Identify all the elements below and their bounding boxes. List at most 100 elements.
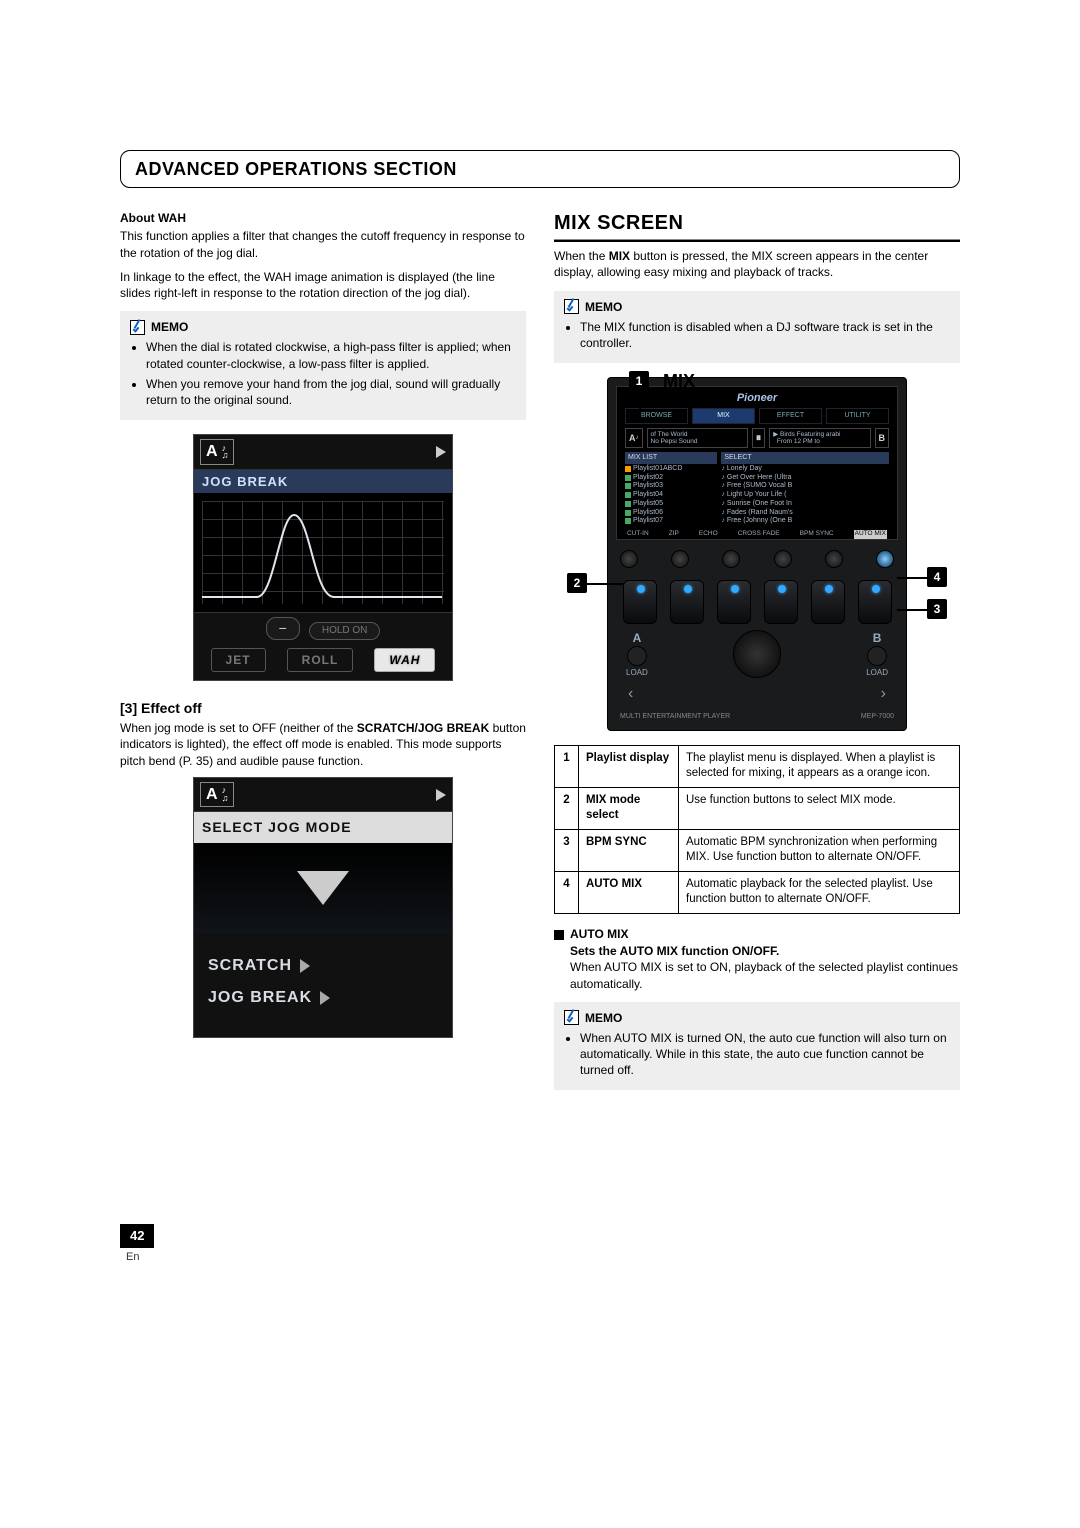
deck-letter: A <box>206 784 218 806</box>
table-row: 4 AUTO MIX Automatic playback for the se… <box>555 871 960 913</box>
table-row: 2 MIX mode select Use function buttons t… <box>555 787 960 829</box>
down-arrow-icon <box>297 871 349 905</box>
hold-on-row: − HOLD ON <box>194 613 452 644</box>
knob-row <box>608 574 906 626</box>
chevron-left-icon: ‹ <box>628 683 633 705</box>
scratch-label: SCRATCH <box>208 955 292 977</box>
knob <box>764 580 798 624</box>
callout-1: 1 <box>629 371 649 391</box>
fx-label: CROSS FADE <box>738 530 780 539</box>
wah-graph <box>194 493 452 613</box>
fx-label: BPM SYNC <box>800 530 834 539</box>
select-header: SELECT <box>721 452 889 463</box>
fx-button <box>825 550 843 568</box>
cell-key: BPM SYNC <box>579 829 679 871</box>
play-icon <box>436 446 446 458</box>
memo1-item: When you remove your hand from the jog d… <box>146 376 516 408</box>
knob <box>670 580 704 624</box>
cell-val: Use function buttons to select MIX mode. <box>679 787 960 829</box>
load-row: A LOAD B LOAD <box>608 626 906 683</box>
load-a: A LOAD <box>626 630 648 679</box>
memo-box-3: MEMO When AUTO MIX is turned ON, the aut… <box>554 1002 960 1091</box>
jog-break-mode-line: JOG BREAK <box>208 987 438 1009</box>
cell-key: Playlist display <box>579 745 679 787</box>
deck-a-indicator: A ♪♫ <box>200 782 234 808</box>
fx-label: ECHO <box>699 530 718 539</box>
callout-line <box>587 583 627 585</box>
memo2-item: The MIX function is disabled when a DJ s… <box>580 319 950 351</box>
chevron-right-icon <box>300 959 310 973</box>
fx-label-automix: AUTO MIX <box>854 530 887 539</box>
load-a-label: A <box>626 630 648 646</box>
deck-b-box: B <box>875 428 890 449</box>
fx-label: CUT-IN <box>627 530 649 539</box>
device-footer: MULTI ENTERTAINMENT PLAYER MEP-7000 <box>608 712 906 729</box>
page-footer: 42 En <box>120 1224 960 1264</box>
memo-box-2: MEMO The MIX function is disabled when a… <box>554 291 960 364</box>
fx-label: ZIP <box>669 530 679 539</box>
knob <box>717 580 751 624</box>
fx-button <box>620 550 638 568</box>
content-columns: About WAH This function applies a filter… <box>120 210 960 1104</box>
left-column: About WAH This function applies a filter… <box>120 210 526 1104</box>
table-row: 1 Playlist display The playlist menu is … <box>555 745 960 787</box>
cell-key: MIX mode select <box>579 787 679 829</box>
text: When jog mode is set to OFF (neither of … <box>120 721 357 735</box>
about-wah-p1: This function applies a filter that chan… <box>120 228 526 260</box>
knob <box>811 580 845 624</box>
playlist-list: Playlist01ABCDPlaylist02Playlist03Playli… <box>625 464 717 527</box>
jet-button: JET <box>211 648 266 672</box>
fx-button-row <box>608 548 906 574</box>
memo-label: MEMO <box>130 319 516 335</box>
text-bold: SCRATCH/JOG BREAK <box>357 721 489 735</box>
cell-num: 3 <box>555 829 579 871</box>
memo-text: MEMO <box>151 319 188 335</box>
jog-break-label: JOG BREAK <box>208 987 312 1009</box>
square-bullet-icon <box>554 930 564 940</box>
automix-para: When AUTO MIX is set to ON, playback of … <box>554 959 960 991</box>
device-screen: Pioneer BROWSE MIX EFFECT UTILITY A♪ of … <box>616 386 898 540</box>
wah-button: WAH <box>374 648 435 672</box>
load-button <box>867 646 887 666</box>
cell-val: Automatic BPM synchronization when perfo… <box>679 829 960 871</box>
check-icon <box>564 299 579 314</box>
check-icon <box>130 320 145 335</box>
arrow-area <box>194 843 452 933</box>
scratch-mode-line: SCRATCH <box>208 955 438 977</box>
cell-num: 4 <box>555 871 579 913</box>
device-body: Pioneer BROWSE MIX EFFECT UTILITY A♪ of … <box>607 377 907 731</box>
play-icon <box>436 789 446 801</box>
about-wah-heading: About WAH <box>120 210 526 226</box>
page-lang: En <box>126 1251 139 1263</box>
hold-on-pill: HOLD ON <box>309 622 381 640</box>
fx-button <box>774 550 792 568</box>
automix-head-text: AUTO MIX <box>570 927 628 941</box>
device-figure: 1 MIX 2 3 4 Pioneer BROWSE MIX EFFECT UT… <box>567 377 947 731</box>
fx-button-active <box>876 550 894 568</box>
automix-subheading: Sets the AUTO MIX function ON/OFF. <box>554 943 960 959</box>
nav-arrows: ‹› <box>608 683 906 713</box>
effect-off-heading: [3] Effect off <box>120 699 526 718</box>
about-wah-p2: In linkage to the effect, the WAH image … <box>120 269 526 301</box>
device-tabs: BROWSE MIX EFFECT UTILITY <box>617 408 897 427</box>
load-text: LOAD <box>866 668 888 679</box>
mix-screen-title: MIX SCREEN <box>554 210 960 237</box>
track-b-info: ▶ Birds Featuring arabi From 12 PM to <box>769 428 870 449</box>
callout-4: 4 <box>927 567 947 587</box>
callout-line <box>897 577 927 579</box>
track-list: ♪Lonely Day♪Get Over Here (Ultra♪Free (S… <box>721 464 889 527</box>
callout-line <box>639 391 641 421</box>
deck-a-box: A♪ <box>625 428 643 449</box>
load-button <box>627 646 647 666</box>
check-icon <box>564 1010 579 1025</box>
tab-mix: MIX <box>692 408 755 423</box>
cell-num: 2 <box>555 787 579 829</box>
deck-a-indicator: A ♪♫ <box>200 439 234 465</box>
title-rule <box>554 239 960 242</box>
memo3-item: When AUTO MIX is turned ON, the auto cue… <box>580 1030 950 1079</box>
load-b-label: B <box>866 630 888 646</box>
chevron-right-icon <box>320 991 330 1005</box>
tab-browse: BROWSE <box>625 408 688 423</box>
memo-text: MEMO <box>585 299 622 315</box>
track-a-info: of The WorldNo Pepsi Sound <box>647 428 748 449</box>
